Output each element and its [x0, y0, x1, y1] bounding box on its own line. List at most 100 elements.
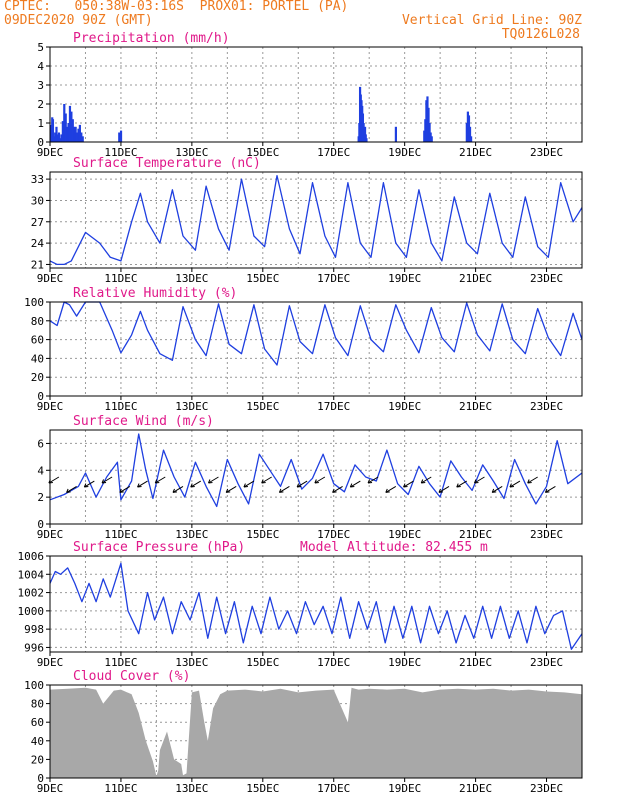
panel-title-1: Surface Temperature (nC)	[73, 156, 261, 171]
x-tick-label: 19DEC	[388, 400, 421, 413]
precip-bar	[67, 123, 70, 142]
wind-arrow-head	[367, 479, 373, 484]
panel-3	[46, 429, 583, 528]
wind-arrow	[509, 480, 521, 488]
x-tick-label: 9DEC	[37, 272, 64, 285]
x-tick-label: 11DEC	[104, 782, 137, 795]
panel-frame-4	[49, 555, 583, 653]
wind-arrow-head	[403, 483, 408, 488]
x-tick-label: 15DEC	[246, 400, 279, 413]
wind-arrow	[155, 476, 166, 484]
wind-arrow	[332, 485, 343, 493]
wind-arrow-head	[332, 488, 337, 493]
wind-arrow-head	[137, 483, 142, 488]
wind-arrow-head	[456, 483, 461, 488]
x-tick-label: 15DEC	[246, 146, 279, 159]
wind-arrow	[314, 476, 326, 484]
precip-bar	[66, 126, 69, 142]
x-tick-label: 9DEC	[37, 656, 64, 669]
precip-bar	[118, 132, 121, 142]
wind-arrow-head	[190, 483, 195, 488]
y-tick-label: 0	[37, 518, 44, 531]
y-tick-label: 30	[31, 194, 44, 207]
y-tick-label: 0	[37, 390, 44, 403]
x-tick-label: 13DEC	[175, 146, 208, 159]
wind-arrow-head	[314, 479, 319, 484]
y-tick-label: 21	[31, 258, 44, 271]
y-tick-label: 996	[24, 641, 44, 654]
y-tick-label: 1	[37, 117, 44, 130]
x-tick-label: 15DEC	[246, 528, 279, 541]
x-tick-label: 19DEC	[388, 146, 421, 159]
precip-bar	[70, 111, 73, 142]
header-line-1: CPTEC: 050:38W-03:16S PROX01: PORTEL (PA…	[4, 0, 349, 14]
wind-arrow-head	[474, 479, 479, 484]
wind-arrow	[190, 480, 201, 488]
x-tick-label: 23DEC	[530, 528, 563, 541]
precip-bar	[58, 138, 62, 142]
model-code: TQ0126L028	[501, 27, 580, 42]
precip-bar	[61, 121, 64, 142]
x-tick-label: 9DEC	[37, 146, 64, 159]
y-tick-label: 0	[37, 136, 44, 149]
wind-arrow-head	[278, 488, 284, 493]
y-tick-label: 100	[24, 679, 44, 692]
wind-arrow-head	[172, 488, 178, 493]
panel-4	[46, 555, 583, 656]
x-tick-label: 13DEC	[175, 782, 208, 795]
x-tick-label: 15DEC	[246, 782, 279, 795]
wind-arrow	[350, 480, 361, 488]
panel-title-3: Surface Wind (m/s)	[73, 414, 214, 429]
panel-frame-0	[49, 46, 583, 143]
x-tick-label: 11DEC	[104, 272, 137, 285]
wind-arrow	[491, 485, 503, 493]
x-tick-label: 13DEC	[175, 272, 208, 285]
y-tick-label: 40	[31, 735, 44, 748]
precip-bar	[77, 128, 80, 142]
header-line-2: 09DEC2020 90Z (GMT)	[4, 13, 153, 28]
y-tick-label: 998	[24, 623, 44, 636]
y-tick-label: 1000	[18, 605, 45, 618]
y-tick-label: 100	[24, 296, 44, 309]
wind-arrow	[456, 480, 467, 488]
x-tick-label: 19DEC	[388, 272, 421, 285]
x-tick-label: 13DEC	[175, 400, 208, 413]
wind-arrow	[48, 476, 60, 484]
precip-bar	[73, 126, 76, 142]
y-tick-label: 2	[37, 98, 44, 111]
precip-bar	[468, 126, 472, 142]
x-tick-label: 9DEC	[37, 400, 64, 413]
x-tick-label: 11DEC	[104, 656, 137, 669]
series-line-2	[49, 301, 583, 366]
panel-frame-2	[49, 301, 583, 397]
x-tick-label: 19DEC	[388, 656, 421, 669]
wind-arrow-head	[83, 483, 89, 488]
precip-bar	[60, 134, 63, 142]
wind-arrow	[474, 476, 485, 484]
wind-arrow-head	[420, 479, 426, 484]
wind-arrow-head	[208, 479, 213, 484]
wind-arrow-head	[243, 483, 248, 488]
precip-bar	[75, 132, 79, 142]
panel-2	[46, 301, 583, 400]
precip-bar	[57, 132, 61, 142]
precip-bar	[469, 136, 473, 142]
wind-arrow	[279, 485, 290, 493]
y-tick-label: 6	[37, 437, 44, 450]
wind-arrow	[84, 480, 95, 488]
x-tick-label: 17DEC	[317, 528, 350, 541]
precip-bar	[68, 105, 72, 142]
grid-note: Vertical Grid Line: 90Z	[401, 13, 582, 28]
x-tick-label: 23DEC	[530, 272, 563, 285]
y-tick-label: 60	[31, 716, 44, 729]
x-tick-label: 21DEC	[459, 146, 492, 159]
x-tick-label: 19DEC	[388, 528, 421, 541]
wind-arrow	[545, 485, 556, 493]
panel-0	[46, 46, 583, 146]
wind-arrow-head	[66, 488, 71, 493]
series-line-3	[49, 433, 583, 508]
panel-1	[46, 171, 583, 272]
x-tick-label: 21DEC	[459, 656, 492, 669]
wind-arrow-head	[491, 488, 497, 493]
wind-arrow-head	[527, 479, 532, 484]
